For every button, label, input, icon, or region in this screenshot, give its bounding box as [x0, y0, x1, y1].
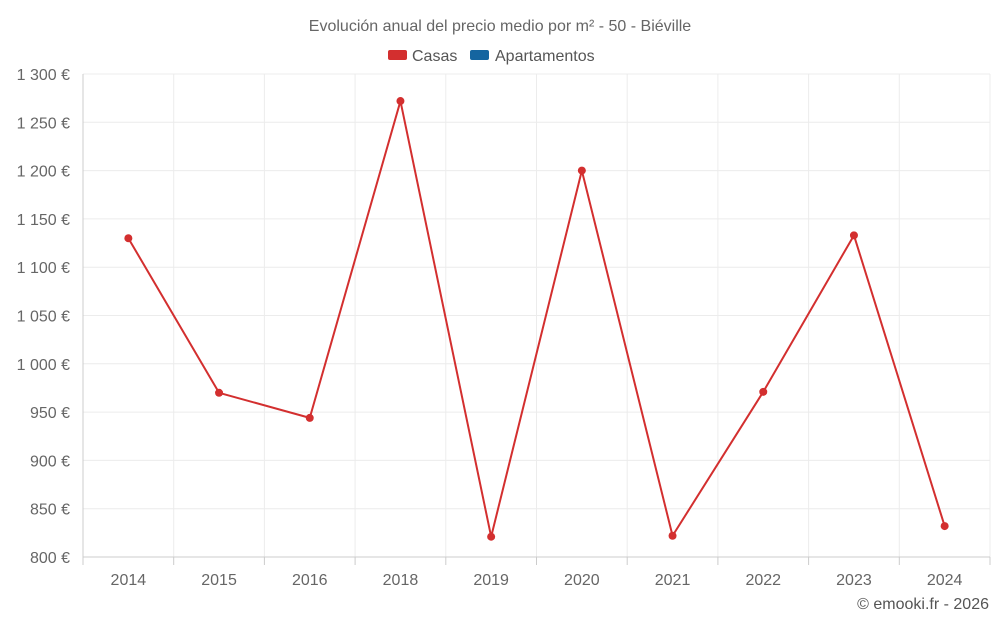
x-tick-label: 2015: [201, 572, 237, 589]
x-tick-label: 2024: [927, 572, 963, 589]
series-line-casas: [127, 100, 946, 538]
x-tick-label: 2022: [745, 572, 781, 589]
x-axis-ticks: 2014 2015 2016 2018 2019 2020 2021 2022 2023 2024: [111, 572, 963, 589]
series: [124, 97, 949, 541]
data-point[interactable]: [577, 166, 586, 175]
y-tick-label: 1 050 €: [17, 309, 70, 326]
data-point[interactable]: [396, 97, 405, 106]
legend-item-casas[interactable]: Casas: [388, 48, 457, 65]
legend-swatch-apartamentos: [470, 50, 489, 60]
y-tick-label: 1 200 €: [17, 164, 70, 181]
y-axis-ticks: 800 € 850 € 900 € 950 € 1 000 € 1 050 € 1 100 …: [17, 67, 70, 567]
data-point[interactable]: [759, 387, 768, 396]
x-tick-label: 2021: [655, 572, 691, 589]
legend-label-apartamentos: Apartamentos: [495, 48, 595, 65]
x-tick-label: 2018: [383, 572, 419, 589]
legend-label-casas: Casas: [412, 48, 457, 65]
data-point[interactable]: [305, 413, 314, 422]
legend: Casas Apartamentos: [388, 48, 595, 65]
grid: [82, 73, 991, 557]
x-tick-label: 2023: [836, 572, 872, 589]
y-tick-label: 1 150 €: [17, 212, 70, 229]
y-tick-label: 1 300 €: [17, 67, 70, 84]
legend-item-apartamentos[interactable]: Apartamentos: [470, 48, 595, 65]
data-point[interactable]: [668, 531, 677, 540]
data-point[interactable]: [215, 388, 224, 397]
axes: [82, 74, 991, 565]
data-point[interactable]: [487, 532, 496, 541]
chart-title: Evolución anual del precio medio por m² …: [309, 18, 692, 35]
x-tick-label: 2016: [292, 572, 328, 589]
x-tick-label: 2020: [564, 572, 600, 589]
x-tick-label: 2019: [473, 572, 509, 589]
y-tick-label: 1 100 €: [17, 260, 70, 277]
y-tick-label: 1 000 €: [17, 357, 70, 374]
y-tick-label: 950 €: [30, 405, 70, 422]
data-point[interactable]: [940, 522, 949, 531]
data-point[interactable]: [124, 234, 133, 243]
y-tick-label: 850 €: [30, 502, 70, 519]
legend-swatch-casas: [388, 50, 407, 60]
y-tick-label: 800 €: [30, 550, 70, 567]
data-point[interactable]: [849, 231, 858, 240]
y-tick-label: 900 €: [30, 453, 70, 470]
y-tick-label: 1 250 €: [17, 115, 70, 132]
credit: © emooki.fr - 2026: [857, 596, 989, 613]
x-tick-label: 2014: [111, 572, 147, 589]
